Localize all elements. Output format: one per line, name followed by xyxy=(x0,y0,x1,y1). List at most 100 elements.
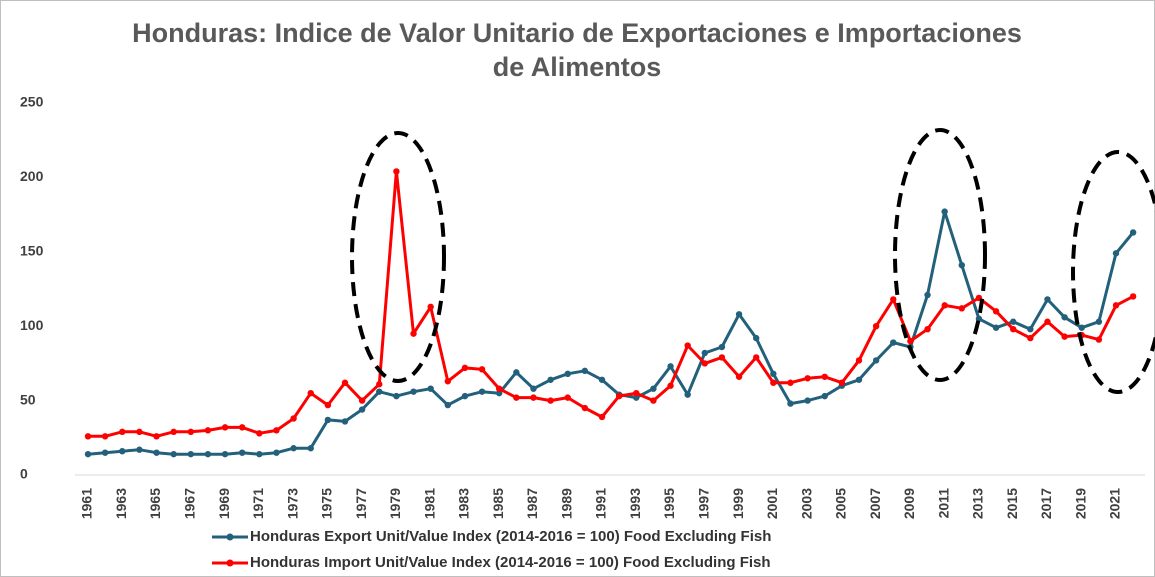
data-point xyxy=(273,427,280,434)
data-point xyxy=(427,303,434,311)
x-tick-label: 1979 xyxy=(387,488,403,519)
data-point xyxy=(650,385,657,392)
data-point xyxy=(119,428,126,436)
data-point xyxy=(735,373,743,380)
data-point xyxy=(701,360,708,367)
data-point xyxy=(444,401,451,409)
data-point xyxy=(855,376,863,383)
data-point xyxy=(1010,318,1017,325)
data-point xyxy=(1027,334,1034,342)
data-point xyxy=(530,394,537,401)
x-tick-label: 2019 xyxy=(1072,488,1088,519)
data-point xyxy=(1129,229,1137,236)
x-tick-label: 2021 xyxy=(1107,488,1123,519)
data-point xyxy=(290,445,297,452)
data-point xyxy=(393,392,400,400)
y-tick-label: 250 xyxy=(20,94,44,110)
data-point xyxy=(701,349,708,357)
highlight-ellipse xyxy=(893,128,987,382)
data-point xyxy=(478,388,486,395)
y-tick-label: 200 xyxy=(20,168,44,184)
data-point xyxy=(958,305,965,312)
data-point xyxy=(787,400,794,407)
data-point xyxy=(1061,333,1068,340)
data-point xyxy=(1129,293,1137,300)
data-point xyxy=(958,261,965,269)
data-point xyxy=(204,427,212,434)
data-point xyxy=(872,357,880,364)
data-point xyxy=(718,354,726,361)
data-point xyxy=(221,450,229,458)
x-tick-label: 1971 xyxy=(250,488,266,519)
data-point xyxy=(496,385,503,392)
data-point xyxy=(992,324,1000,331)
data-point xyxy=(753,334,760,342)
data-point xyxy=(667,382,674,389)
data-point xyxy=(907,337,914,345)
data-point xyxy=(136,428,143,436)
data-point xyxy=(753,354,760,361)
data-point xyxy=(718,343,726,351)
data-point xyxy=(101,449,109,456)
data-point xyxy=(256,430,263,437)
data-point xyxy=(598,413,606,421)
data-point xyxy=(804,397,811,404)
data-point xyxy=(461,392,469,400)
data-point xyxy=(170,450,177,458)
data-point xyxy=(821,373,828,380)
data-point xyxy=(427,385,434,392)
y-tick-label: 100 xyxy=(20,317,44,333)
data-point xyxy=(547,397,554,404)
data-point xyxy=(872,323,880,330)
y-tick-label: 150 xyxy=(20,243,44,259)
highlight-ellipse xyxy=(1071,150,1155,394)
data-point xyxy=(496,389,503,397)
x-tick-label: 1999 xyxy=(730,488,746,519)
data-point xyxy=(581,404,589,412)
x-tick-label: 1963 xyxy=(113,488,129,519)
data-point xyxy=(941,302,948,309)
data-point xyxy=(890,339,897,346)
data-point xyxy=(667,363,674,370)
data-point xyxy=(547,376,554,383)
x-tick-label: 1993 xyxy=(627,488,643,519)
data-point xyxy=(530,385,537,392)
data-point xyxy=(633,389,640,397)
data-point xyxy=(1078,324,1085,331)
data-point xyxy=(307,389,314,397)
data-point xyxy=(838,379,846,386)
data-point xyxy=(1112,302,1120,309)
legend-label: Honduras Export Unit/Value Index (2014-2… xyxy=(250,528,771,545)
data-point xyxy=(513,369,520,376)
data-point xyxy=(239,449,246,456)
legend-marker xyxy=(226,559,234,567)
data-point xyxy=(735,311,743,318)
data-point xyxy=(478,366,486,373)
data-point xyxy=(204,450,212,458)
data-point xyxy=(187,428,194,436)
data-point xyxy=(1061,314,1068,321)
x-tick-label: 2011 xyxy=(935,488,951,519)
data-point xyxy=(770,379,777,386)
data-point xyxy=(1095,318,1103,325)
data-point xyxy=(513,394,520,401)
data-point xyxy=(358,406,366,413)
data-point xyxy=(564,394,571,401)
data-point xyxy=(992,308,1000,315)
x-tick-label: 1997 xyxy=(696,488,712,519)
y-tick-label: 0 xyxy=(20,466,28,482)
x-tick-label: 2009 xyxy=(901,488,917,519)
data-point xyxy=(924,291,931,299)
x-tick-label: 2015 xyxy=(1004,488,1020,519)
data-point xyxy=(273,449,280,456)
data-point xyxy=(153,433,160,440)
x-tick-label: 1981 xyxy=(421,488,437,519)
data-point xyxy=(855,357,863,364)
data-point xyxy=(581,367,589,375)
data-point xyxy=(187,450,194,458)
legend-marker xyxy=(226,533,234,541)
data-point xyxy=(324,401,332,409)
data-point xyxy=(101,433,109,440)
x-tick-label: 1977 xyxy=(353,488,369,519)
